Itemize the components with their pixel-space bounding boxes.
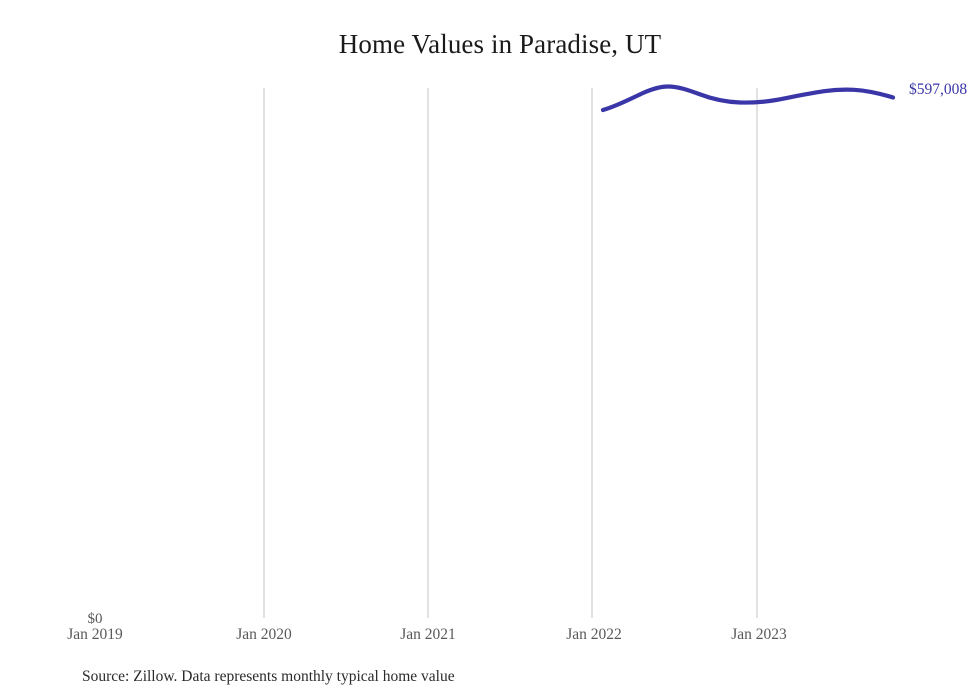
x-tick-jan-2019: Jan 2019 <box>67 626 123 643</box>
x-tick-jan-2022: Jan 2022 <box>566 626 622 643</box>
series-end-value-label: $597,008 <box>909 81 968 98</box>
chart-title: Home Values in Paradise, UT <box>338 29 662 59</box>
source-note: Source: Zillow. Data represents monthly … <box>82 668 455 685</box>
gridlines <box>263 88 758 618</box>
x-tick-jan-2023: Jan 2023 <box>731 626 787 643</box>
y-axis-zero-label: $0 <box>87 611 103 627</box>
data-series-line <box>600 84 896 113</box>
home-value-line <box>600 84 896 113</box>
x-tick-jan-2021: Jan 2021 <box>400 626 456 643</box>
x-tick-jan-2020: Jan 2020 <box>236 626 292 643</box>
